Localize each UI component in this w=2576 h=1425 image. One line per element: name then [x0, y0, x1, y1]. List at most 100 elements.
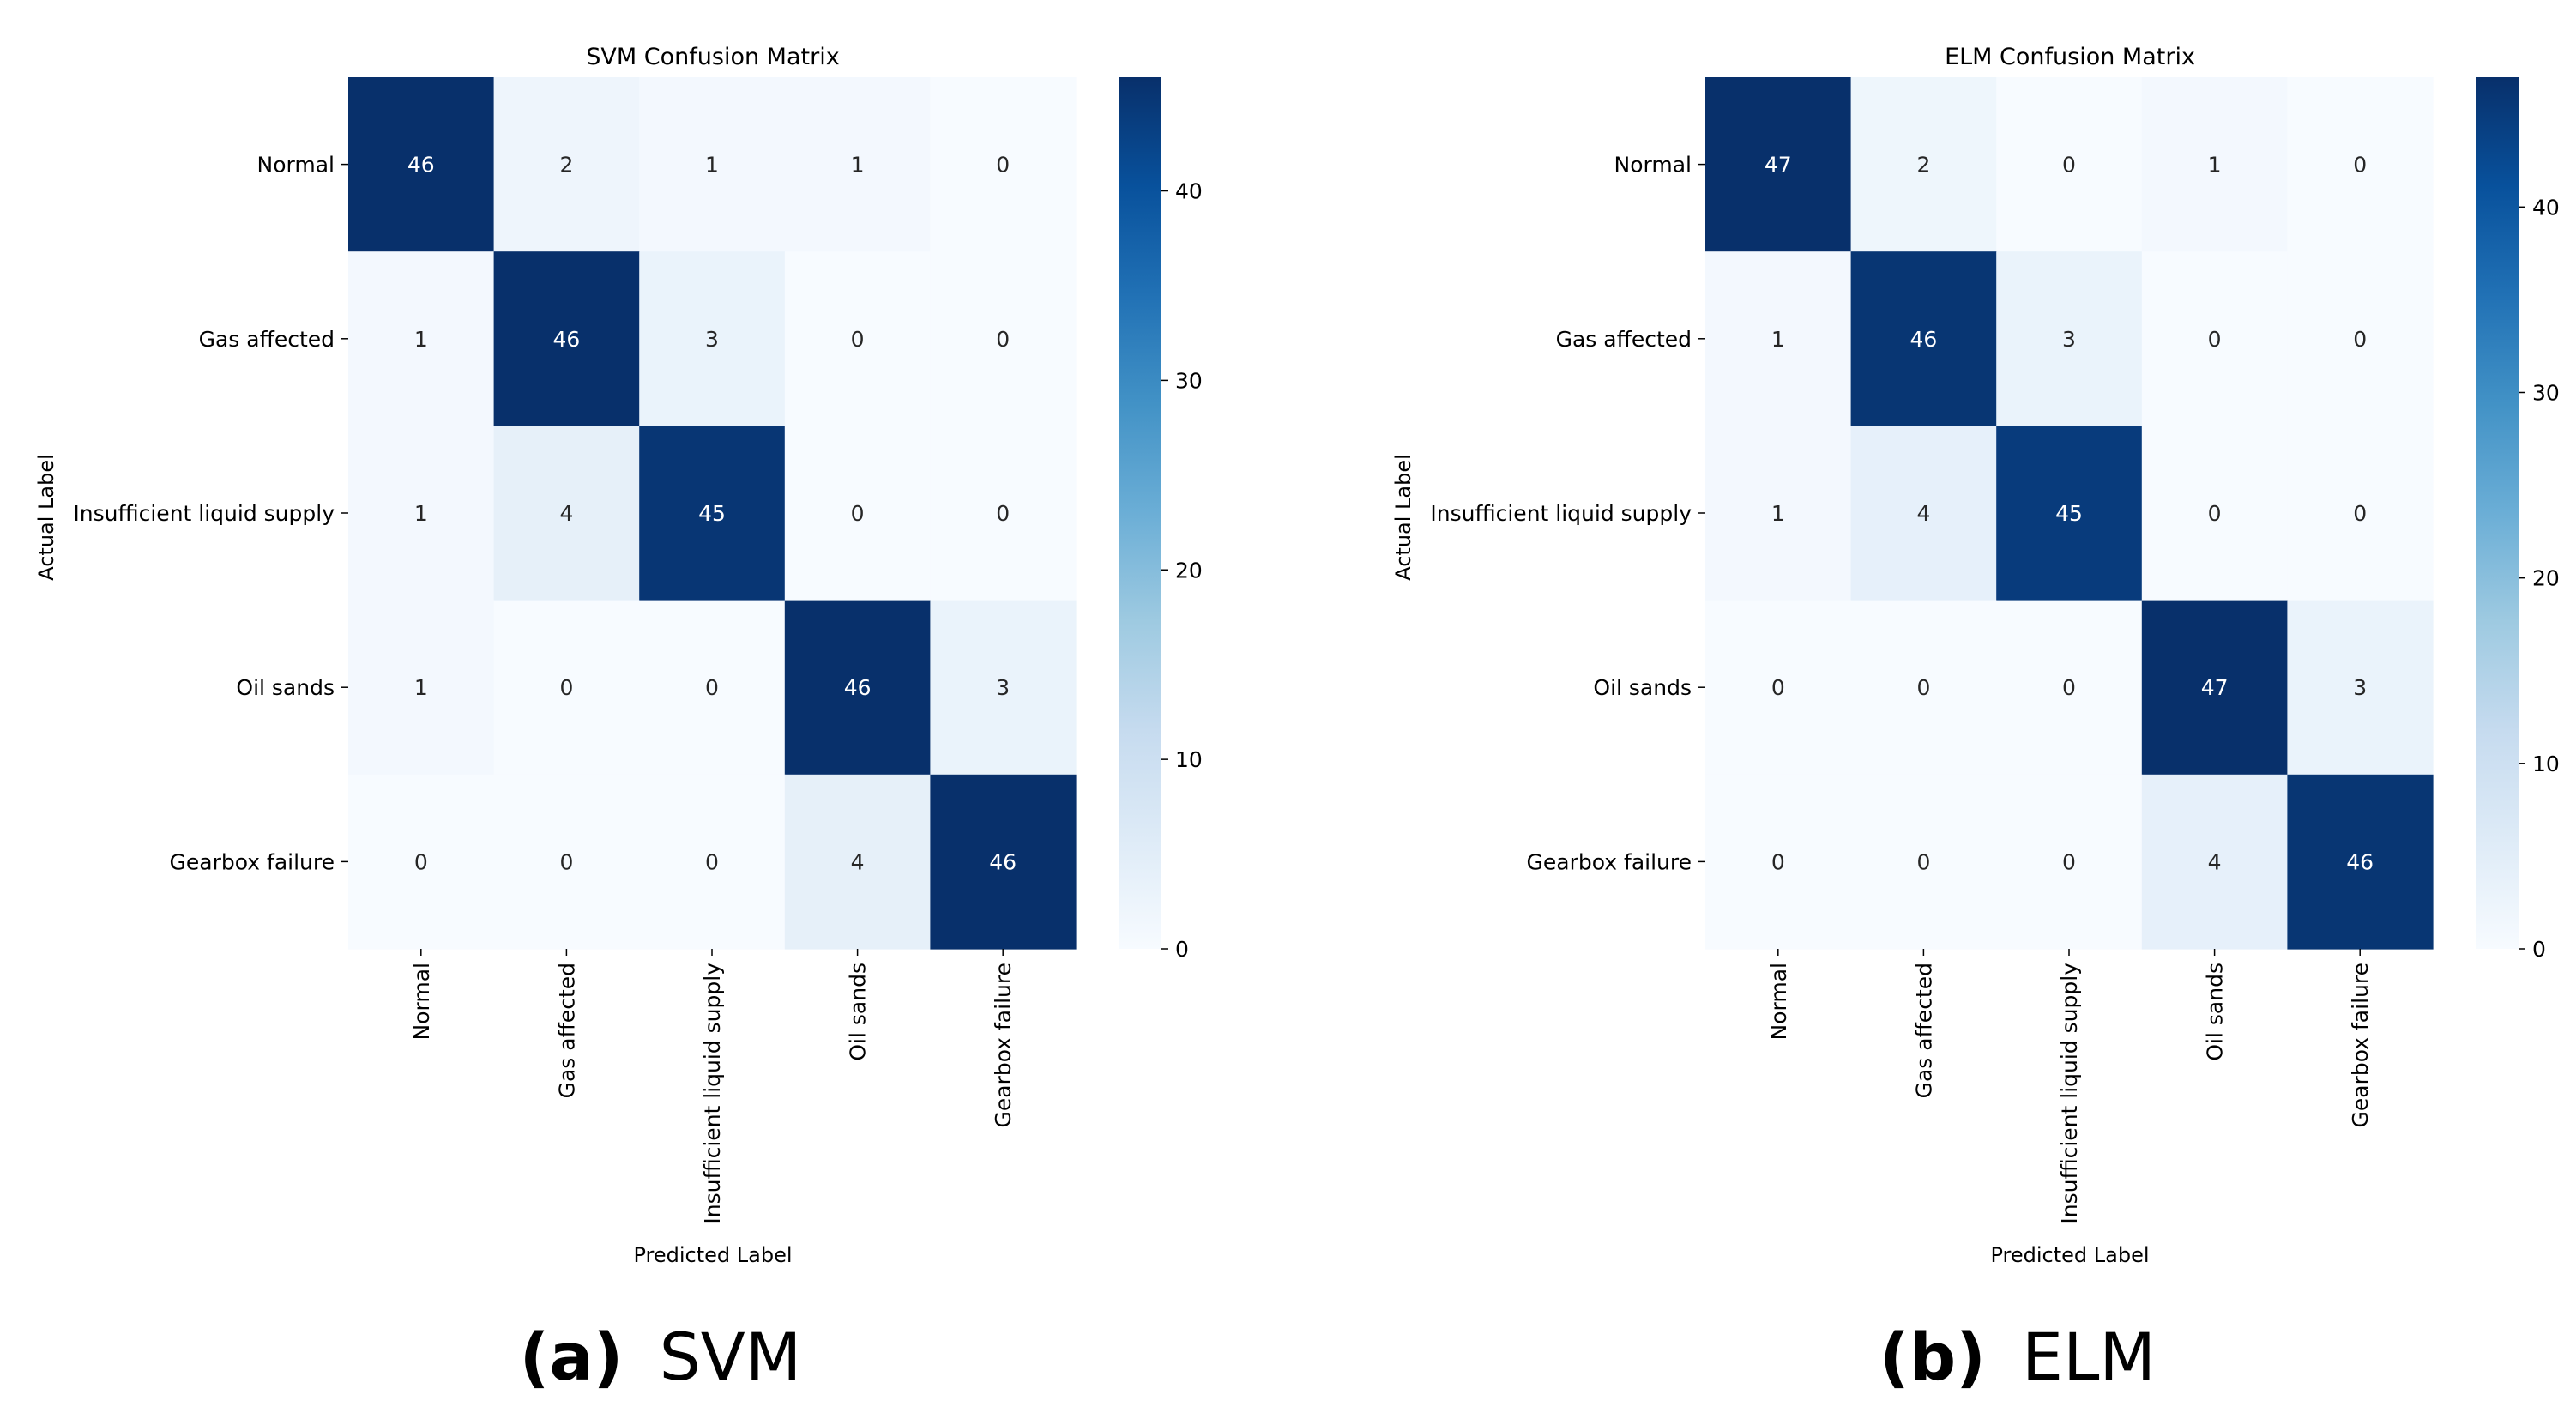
- elm-colorbar-tick-40: 40: [2532, 195, 2560, 220]
- elm-cell-value-r1-c0: 1: [1771, 327, 1785, 352]
- svm-cell-value-r3-c0: 1: [414, 675, 428, 700]
- elm-panel: ELM Confusion Matrix 47 2 0 1 0 1 46 3 0 0 1 4 45 0 0 0…: [1391, 44, 2560, 1395]
- elm-cell-r3-c1: [1850, 600, 1997, 776]
- elm-cell-value-r1-c1: 46: [1909, 327, 1937, 352]
- svm-cell-value-r3-c3: 46: [844, 675, 872, 700]
- elm-cell-value-r3-c0: 0: [1771, 675, 1785, 700]
- elm-chart-title: ELM Confusion Matrix: [1945, 44, 2195, 70]
- svm-colorbar-tick-30: 30: [1175, 368, 1203, 393]
- svm-cell-value-r0-c1: 2: [559, 153, 573, 178]
- elm-cell-value-r4-c4: 46: [2346, 849, 2374, 874]
- elm-cell-r4-c0: [1705, 774, 1852, 950]
- svm-cell-value-r3-c4: 3: [996, 675, 1010, 700]
- elm-x-tick-oil-sands: Oil sands: [2203, 963, 2228, 1061]
- svm-cell-value-r4-c4: 46: [989, 849, 1017, 874]
- elm-cell-value-r0-c4: 0: [2353, 153, 2367, 178]
- elm-colorbar-tick-10: 10: [2532, 752, 2560, 776]
- elm-cell-r0-c4: [2287, 77, 2434, 252]
- elm-cell-r4-c3: [2141, 774, 2288, 950]
- svm-cell-value-r4-c0: 0: [414, 849, 428, 874]
- elm-y-tick-insufficient-liquid-supply: Insufficient liquid supply: [1430, 501, 1692, 526]
- svm-caption-letter: (a): [520, 1319, 624, 1395]
- elm-cell-r0-c2: [1996, 77, 2143, 252]
- svm-cell-r2-c1: [493, 426, 640, 601]
- elm-cell-r4-c2: [1996, 774, 2143, 950]
- svm-cell-value-r1-c2: 3: [705, 327, 719, 352]
- elm-cell-r3-c0: [1705, 600, 1852, 776]
- svm-colorbar-tick-40: 40: [1175, 179, 1203, 204]
- svm-cell-value-r1-c0: 1: [414, 327, 428, 352]
- elm-y-tick-gearbox-failure: Gearbox failure: [1527, 849, 1692, 874]
- elm-cell-r2-c3: [2141, 426, 2288, 601]
- svm-cell-r2-c0: [348, 426, 495, 601]
- svm-cell-value-r4-c2: 0: [705, 849, 719, 874]
- elm-cell-r1-c0: [1705, 251, 1852, 426]
- svm-cell-r1-c1: [493, 251, 640, 426]
- elm-cell-value-r3-c4: 3: [2353, 675, 2367, 700]
- elm-cell-r3-c4: [2287, 600, 2434, 776]
- elm-cell-r2-c0: [1705, 426, 1852, 601]
- elm-cell-r4-c4: [2287, 774, 2434, 950]
- elm-cell-r1-c2: [1996, 251, 2143, 426]
- svm-cell-value-r3-c2: 0: [705, 675, 719, 700]
- svm-cell-value-r4-c1: 0: [559, 849, 573, 874]
- svm-heatmap-cells: [348, 77, 1077, 950]
- svm-cell-r0-c3: [784, 77, 931, 252]
- elm-cell-value-r2-c0: 1: [1771, 501, 1785, 526]
- svm-colorbar-tick-20: 20: [1175, 558, 1203, 583]
- svm-cell-r4-c4: [930, 774, 1077, 950]
- elm-cell-value-r4-c2: 0: [2062, 849, 2076, 874]
- svm-cell-value-r2-c2: 45: [698, 501, 726, 526]
- elm-x-tick-normal: Normal: [1766, 963, 1791, 1040]
- svm-panel: SVM Confusion Matrix 46 2 1 1 01 46 3 0 01 4 45 0 01…: [34, 44, 1203, 1395]
- elm-cell-r4-c1: [1850, 774, 1997, 950]
- svm-cell-r4-c1: [493, 774, 640, 950]
- svm-cell-r0-c1: [493, 77, 640, 252]
- elm-cell-r3-c3: [2141, 600, 2288, 776]
- elm-colorbar-tick-20: 20: [2532, 566, 2560, 591]
- elm-heatmap-cells: [1705, 77, 2434, 950]
- svm-cell-r4-c0: [348, 774, 495, 950]
- svm-cell-r0-c2: [639, 77, 786, 252]
- elm-cell-value-r2-c4: 0: [2353, 501, 2367, 526]
- svm-cell-r3-c0: [348, 600, 495, 776]
- svm-caption: (a) SVM: [520, 1319, 802, 1395]
- svm-cell-r3-c1: [493, 600, 640, 776]
- svm-x-tick-labels: Normal Gas affected Insufficient liquid su…: [409, 949, 1016, 1224]
- elm-colorbar-gradient: [2476, 77, 2519, 949]
- svm-y-tick-gearbox-failure: Gearbox failure: [170, 849, 335, 874]
- elm-cell-value-r0-c0: 47: [1765, 153, 1792, 178]
- elm-x-axis-label: Predicted Label: [1990, 1243, 2149, 1267]
- elm-cell-r1-c4: [2287, 251, 2434, 426]
- elm-cell-value-r2-c1: 4: [1916, 501, 1930, 526]
- elm-cell-value-r2-c2: 45: [2055, 501, 2083, 526]
- elm-caption: (b) ELM: [1879, 1319, 2156, 1395]
- elm-colorbar: 0 10 20 30 40: [2476, 77, 2560, 962]
- elm-x-tick-labels: Normal Gas affected Insufficient liquid su…: [1766, 949, 2373, 1224]
- svm-cell-value-r1-c1: 46: [552, 327, 580, 352]
- svm-y-tick-insufficient-liquid-supply: Insufficient liquid supply: [73, 501, 335, 526]
- svm-cell-value-r3-c1: 0: [559, 675, 573, 700]
- elm-colorbar-tick-0: 0: [2532, 937, 2546, 962]
- svm-y-axis-label: Actual Label: [34, 454, 58, 581]
- svg-text:(b) ELM: (b) ELM: [1879, 1319, 2156, 1395]
- elm-cell-value-r0-c2: 0: [2062, 153, 2076, 178]
- elm-y-tick-normal: Normal: [1614, 153, 1692, 178]
- svm-cell-value-r2-c4: 0: [996, 501, 1010, 526]
- elm-y-tick-labels: Normal Gas affected Insufficient liquid su…: [1430, 153, 1705, 874]
- elm-cell-value-r4-c3: 4: [2208, 849, 2222, 874]
- svm-cell-r2-c3: [784, 426, 931, 601]
- elm-cell-r1-c3: [2141, 251, 2288, 426]
- svm-cell-value-r0-c4: 0: [996, 153, 1010, 178]
- elm-cell-value-r3-c2: 0: [2062, 675, 2076, 700]
- elm-cell-r0-c3: [2141, 77, 2288, 252]
- svm-x-tick-gearbox-failure: Gearbox failure: [991, 963, 1016, 1127]
- svm-cell-r0-c0: [348, 77, 495, 252]
- svm-cell-value-r2-c1: 4: [559, 501, 573, 526]
- elm-cell-r0-c0: [1705, 77, 1852, 252]
- elm-x-tick-gearbox-failure: Gearbox failure: [2348, 963, 2373, 1127]
- elm-cell-r2-c2: [1996, 426, 2143, 601]
- svm-caption-text: SVM: [660, 1319, 802, 1395]
- elm-x-tick-insufficient-liquid-supply: Insufficient liquid supply: [2057, 963, 2082, 1224]
- elm-cell-r0-c1: [1850, 77, 1997, 252]
